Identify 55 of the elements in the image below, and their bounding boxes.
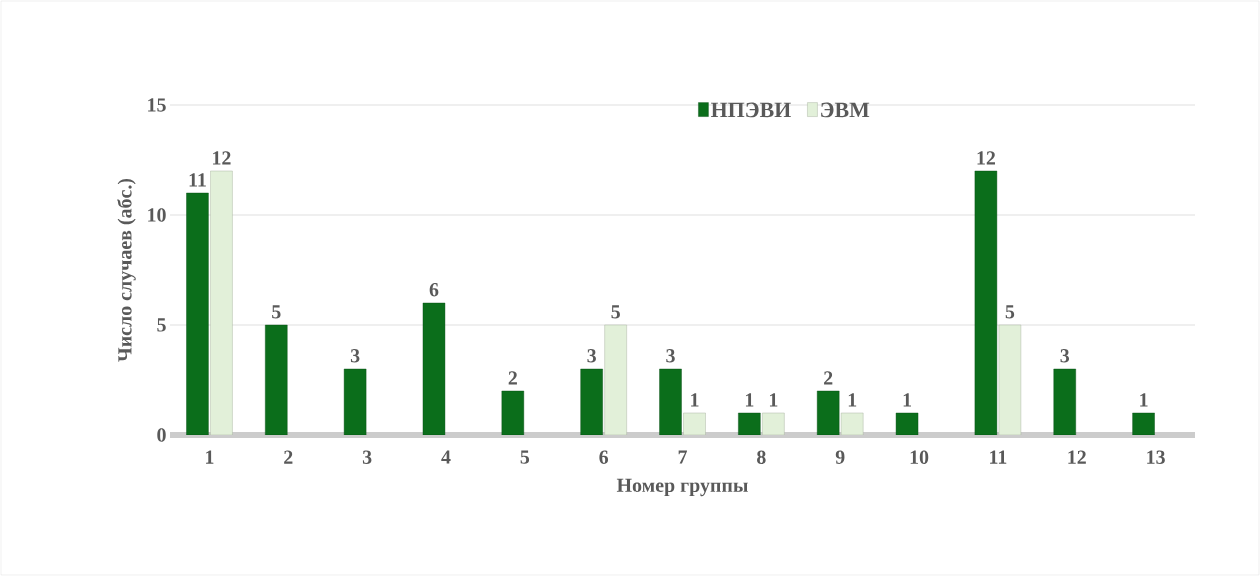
bar — [1053, 368, 1076, 435]
bar — [974, 170, 998, 435]
y-tick-label: 15 — [148, 98, 166, 112]
data-label: 6 — [429, 283, 439, 297]
data-label: 2 — [508, 371, 517, 385]
x-tick-label: 7 — [678, 450, 687, 464]
data-label: 11 — [189, 173, 206, 187]
bar — [1132, 412, 1155, 435]
bar — [422, 302, 446, 435]
legend-label: ЭВМ — [821, 102, 870, 118]
data-label: 3 — [1060, 349, 1070, 363]
data-label: 5 — [272, 305, 281, 319]
x-tick-label: 8 — [757, 450, 766, 464]
data-label: 12 — [977, 151, 995, 165]
x-tick-label: 12 — [1068, 450, 1086, 464]
x-tick-label: 2 — [284, 450, 293, 464]
y-axis-title: Число случаев (абс.) — [117, 178, 136, 362]
bar — [895, 412, 919, 435]
data-label: 1 — [769, 393, 778, 407]
bar — [186, 192, 209, 435]
x-tick-label: 11 — [990, 450, 1007, 464]
data-label: 5 — [1005, 305, 1015, 319]
data-label: 3 — [666, 349, 675, 363]
bar — [604, 324, 627, 435]
bar — [265, 324, 288, 435]
data-label: 1 — [903, 393, 911, 407]
bar — [580, 368, 603, 435]
bar — [210, 170, 233, 435]
data-label: 1 — [745, 393, 754, 407]
x-tick-label: 3 — [362, 450, 372, 464]
bar — [659, 368, 682, 435]
x-tick-label: 13 — [1147, 450, 1165, 464]
bar — [343, 368, 367, 435]
x-tick-label: 5 — [520, 450, 530, 464]
x-axis-title: Номер группы — [616, 478, 748, 497]
data-label: 1 — [691, 393, 699, 407]
data-label: 3 — [350, 349, 360, 363]
y-tick-label: 5 — [157, 318, 166, 332]
y-tick-label: 0 — [157, 428, 166, 442]
y-tick-label: 10 — [148, 208, 166, 222]
bar — [501, 390, 525, 435]
legend-label: НПЭВИ — [711, 102, 791, 118]
data-label: 1 — [848, 393, 857, 407]
bar — [738, 412, 761, 435]
x-tick-label: 10 — [910, 450, 929, 464]
x-tick-label: 4 — [441, 450, 451, 464]
bar — [817, 390, 840, 435]
data-label: 12 — [213, 151, 231, 165]
x-tick-label: 6 — [599, 450, 609, 464]
data-label: 1 — [1140, 393, 1148, 407]
x-tick-label: 9 — [835, 450, 845, 464]
data-label: 2 — [824, 371, 833, 385]
data-label: 3 — [587, 349, 596, 363]
x-tick-label: 1 — [206, 450, 214, 464]
data-label: 5 — [611, 305, 620, 319]
